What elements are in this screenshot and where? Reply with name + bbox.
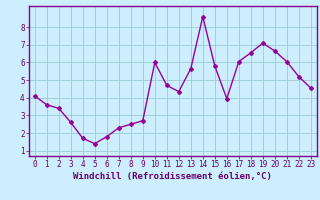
X-axis label: Windchill (Refroidissement éolien,°C): Windchill (Refroidissement éolien,°C)	[73, 172, 272, 181]
